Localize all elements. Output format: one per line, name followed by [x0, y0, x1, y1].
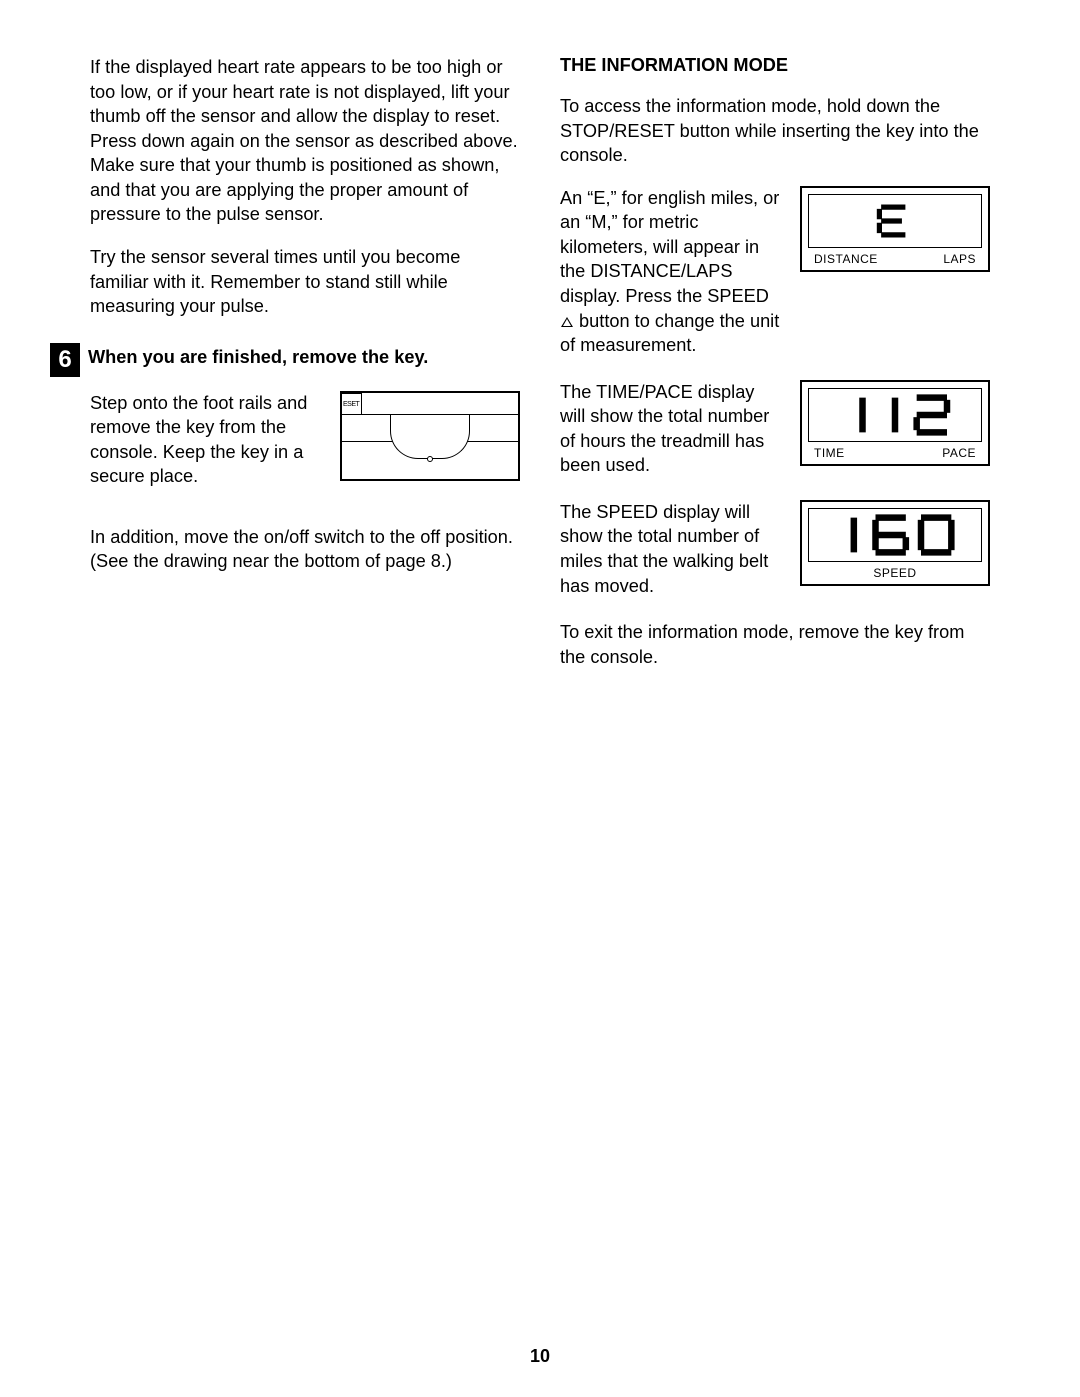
seven-segment-160-icon	[830, 511, 960, 559]
step-6-header: 6 When you are finished, remove the key.	[50, 343, 520, 377]
section-heading: THE INFORMATION MODE	[560, 55, 990, 76]
paragraph: To exit the information mode, remove the…	[560, 620, 990, 669]
manual-page: If the displayed heart rate appears to b…	[0, 0, 1080, 1397]
paragraph: Step onto the foot rails and remove the …	[90, 391, 328, 489]
lcd-speed: SPEED	[800, 500, 990, 586]
paragraph: An “E,” for english miles, or an “M,” fo…	[560, 186, 782, 358]
lcd-screen	[808, 508, 982, 562]
info-row-distance: An “E,” for english miles, or an “M,” fo…	[560, 186, 990, 358]
lcd-label: SPEED	[873, 566, 916, 580]
columns: If the displayed heart rate appears to b…	[90, 55, 990, 687]
console-diagram: ESET + –	[340, 391, 520, 481]
step-label: When you are finished, remove the key.	[88, 343, 428, 368]
seven-segment-e-icon	[869, 197, 921, 245]
text-span: An “E,” for english miles, or an “M,” fo…	[560, 188, 779, 306]
lcd-time-pace: TIME PACE	[800, 380, 990, 466]
text-span: button to change the unit of measurement…	[560, 311, 779, 356]
lcd-labels: DISTANCE LAPS	[808, 252, 982, 268]
paragraph: The SPEED display will show the total nu…	[560, 500, 782, 598]
right-column: THE INFORMATION MODE To access the infor…	[560, 55, 990, 687]
lcd-screen	[808, 388, 982, 442]
page-number: 10	[0, 1346, 1080, 1367]
info-row-time: The TIME/PACE display will show the tota…	[560, 380, 990, 478]
lcd-labels: SPEED	[808, 566, 982, 582]
paragraph: Try the sensor several times until you b…	[90, 245, 520, 319]
seven-segment-112-icon	[830, 391, 960, 439]
lcd-labels: TIME PACE	[808, 446, 982, 462]
left-column: If the displayed heart rate appears to b…	[90, 55, 520, 687]
lcd-distance-laps: DISTANCE LAPS	[800, 186, 990, 272]
lcd-screen	[808, 194, 982, 248]
step-number-badge: 6	[50, 343, 80, 377]
paragraph: The TIME/PACE display will show the tota…	[560, 380, 782, 478]
step-6-body: Step onto the foot rails and remove the …	[90, 391, 520, 507]
lcd-label: DISTANCE	[814, 252, 878, 266]
lcd-label: PACE	[942, 446, 976, 460]
lcd-label: TIME	[814, 446, 845, 460]
lcd-label: LAPS	[943, 252, 976, 266]
diagram-reset-label: ESET	[342, 393, 362, 414]
paragraph: In addition, move the on/off switch to t…	[90, 525, 520, 574]
triangle-up-icon	[561, 317, 573, 327]
paragraph: If the displayed heart rate appears to b…	[90, 55, 520, 227]
paragraph: To access the information mode, hold dow…	[560, 94, 990, 168]
info-row-speed: The SPEED display will show the total nu…	[560, 500, 990, 598]
